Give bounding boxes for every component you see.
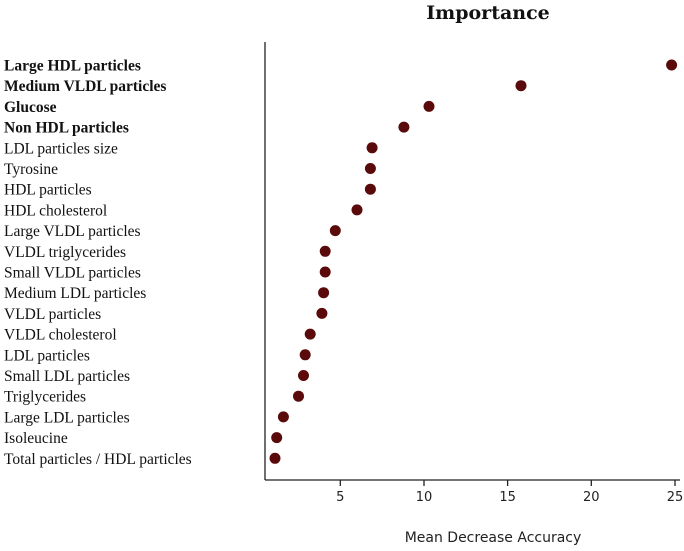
data-point xyxy=(351,204,363,216)
category-label: Small VLDL particles xyxy=(4,265,141,282)
category-label: HDL particles xyxy=(4,182,92,199)
x-tick-label: 25 xyxy=(667,490,684,505)
data-point xyxy=(269,452,281,464)
data-point xyxy=(304,328,316,340)
category-label: Small LDL particles xyxy=(4,368,130,385)
data-point xyxy=(366,142,378,154)
category-labels: Large HDL particles Medium VLDL particles… xyxy=(4,58,192,468)
data-point xyxy=(318,287,330,299)
category-label: Medium VLDL particles xyxy=(4,78,166,95)
category-label: VLDL cholesterol xyxy=(4,327,117,344)
x-axis-label: Mean Decrease Accuracy xyxy=(405,530,582,546)
category-label: VLDL triglycerides xyxy=(4,244,126,261)
data-points xyxy=(269,59,678,464)
data-point xyxy=(329,225,341,237)
x-tick-label: 5 xyxy=(336,490,344,505)
data-point xyxy=(515,80,527,92)
data-point xyxy=(666,59,678,71)
data-point xyxy=(293,390,304,402)
data-point xyxy=(277,411,289,423)
chart-title: Importance xyxy=(426,2,550,24)
category-label: Triglycerides xyxy=(4,389,86,406)
data-point xyxy=(319,245,331,257)
data-point xyxy=(364,183,376,195)
category-label: Large LDL particles xyxy=(4,409,130,426)
data-point xyxy=(271,432,283,444)
data-point xyxy=(319,266,331,278)
category-label: Isoleucine xyxy=(4,430,68,447)
data-point xyxy=(364,163,376,174)
category-label: Tyrosine xyxy=(4,161,58,178)
data-point xyxy=(423,100,435,112)
category-label: Medium LDL particles xyxy=(4,285,146,302)
x-tick-label: 20 xyxy=(583,490,600,505)
category-label: VLDL particles xyxy=(4,306,101,323)
data-point xyxy=(299,349,311,361)
data-point xyxy=(398,121,410,133)
category-label: LDL particles size xyxy=(4,140,118,157)
category-label: LDL particles xyxy=(4,347,90,364)
x-tick-label: 15 xyxy=(499,490,516,505)
category-label: Non HDL particles xyxy=(4,120,129,137)
category-label: HDL cholesterol xyxy=(4,202,107,219)
x-tick-label: 10 xyxy=(416,490,433,505)
data-point xyxy=(316,307,328,319)
category-label: Total particles / HDL particles xyxy=(4,451,192,468)
x-axis-ticks: 5 10 15 20 25 xyxy=(336,480,683,505)
category-label: Large HDL particles xyxy=(4,58,141,75)
data-point xyxy=(298,370,309,381)
category-label: Large VLDL particles xyxy=(4,223,141,240)
category-label: Glucose xyxy=(4,99,57,116)
